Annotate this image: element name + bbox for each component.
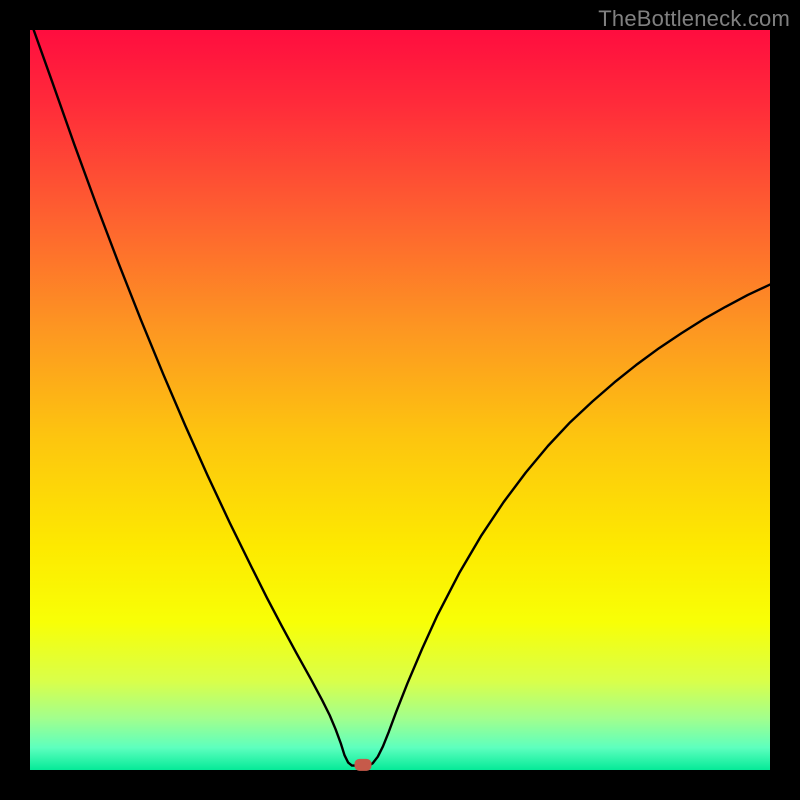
plot-background [30, 30, 770, 770]
watermark-text: TheBottleneck.com [598, 6, 790, 32]
optimal-point-marker [355, 759, 372, 771]
chart-svg [0, 0, 800, 800]
bottleneck-chart [0, 0, 800, 800]
